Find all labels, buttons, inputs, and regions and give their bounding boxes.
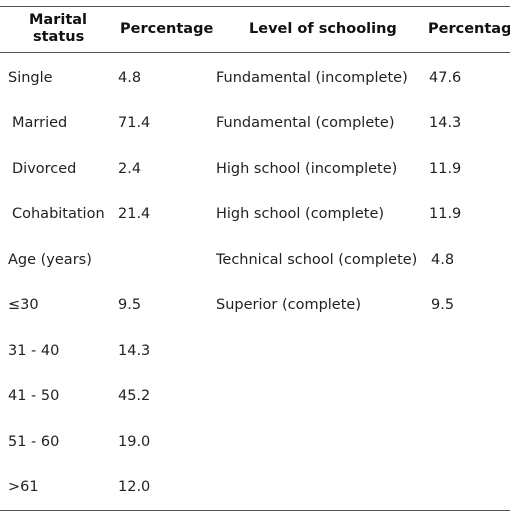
left-row-label: 41 - 50 (8, 388, 60, 404)
right-row-value: 9.5 (431, 297, 455, 313)
left-row-label: Cohabitation (12, 206, 105, 222)
header-level-of-schooling: Level of schooling (249, 21, 397, 37)
header-percentage-left: Percentage (120, 21, 214, 37)
left-row-value: 19.0 (118, 434, 151, 450)
left-row-value: 9.5 (118, 297, 142, 313)
left-row-label: ≤30 (8, 297, 39, 313)
right-row-label: High school (incomplete) (216, 161, 398, 177)
left-row-value: 4.8 (118, 70, 142, 86)
right-row-value: 4.8 (431, 252, 455, 268)
left-row-value: 12.0 (118, 479, 151, 495)
left-row-label: 51 - 60 (8, 434, 60, 450)
right-row-label: High school (complete) (216, 206, 385, 222)
left-row-label: Married (12, 115, 68, 131)
right-row-label: Fundamental (incomplete) (216, 70, 408, 86)
left-row-label: 31 - 40 (8, 343, 60, 359)
left-row-value: 21.4 (118, 206, 151, 222)
left-row-label: Single (8, 70, 53, 86)
header-percentage-right: Percentage (428, 21, 510, 37)
left-row-value: 45.2 (118, 388, 151, 404)
header-marital-status-line2: status (33, 29, 85, 45)
table-bottom-rule (0, 510, 510, 511)
right-row-value: 11.9 (429, 161, 462, 177)
table-header-rule (0, 52, 510, 53)
left-row-label: >61 (8, 479, 39, 495)
table-top-rule (0, 6, 510, 7)
right-row-label: Technical school (complete) (216, 252, 418, 268)
left-row-value: 14.3 (118, 343, 151, 359)
right-row-label: Superior (complete) (216, 297, 361, 313)
right-row-value: 11.9 (429, 206, 462, 222)
left-row-label: Age (years) (8, 252, 92, 268)
right-row-value: 14.3 (429, 115, 462, 131)
right-row-label: Fundamental (complete) (216, 115, 395, 131)
left-row-value: 2.4 (118, 161, 142, 177)
right-row-value: 47.6 (429, 70, 462, 86)
header-marital-status-line1: Marital (29, 12, 88, 28)
left-row-value: 71.4 (118, 115, 151, 131)
left-row-label: Divorced (12, 161, 77, 177)
